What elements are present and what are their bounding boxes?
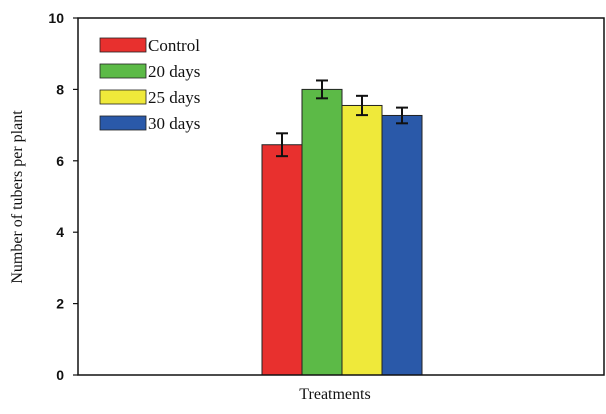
bar-30-days <box>381 114 423 376</box>
y-axis-ticks: 0 2 4 6 8 10 <box>48 10 78 383</box>
bar-control <box>261 144 303 376</box>
y-tick-label: 4 <box>56 224 64 240</box>
bar-20-days <box>301 88 343 376</box>
legend-swatch <box>99 115 147 131</box>
y-tick-label: 8 <box>56 81 64 97</box>
x-axis-title: Treatments <box>299 386 370 403</box>
legend-label: 30 days <box>148 114 200 133</box>
legend-swatch <box>99 37 147 53</box>
bar-25-days <box>341 104 383 376</box>
legend-label: Control <box>148 36 200 55</box>
y-tick-label: 6 <box>56 153 64 169</box>
bars <box>261 88 423 376</box>
y-tick-label: 0 <box>56 367 64 383</box>
plot-frame <box>77 17 605 376</box>
legend-label: 20 days <box>148 62 200 81</box>
legend: Control 20 days 25 days 30 days <box>99 36 200 133</box>
legend-swatch <box>99 63 147 79</box>
legend-swatch <box>99 89 147 105</box>
error-bars <box>276 79 408 158</box>
legend-label: 25 days <box>148 88 200 107</box>
y-tick-label: 2 <box>56 296 64 312</box>
y-tick-label: 10 <box>48 10 64 26</box>
y-axis-title: Number of tubers per plant <box>9 110 26 284</box>
